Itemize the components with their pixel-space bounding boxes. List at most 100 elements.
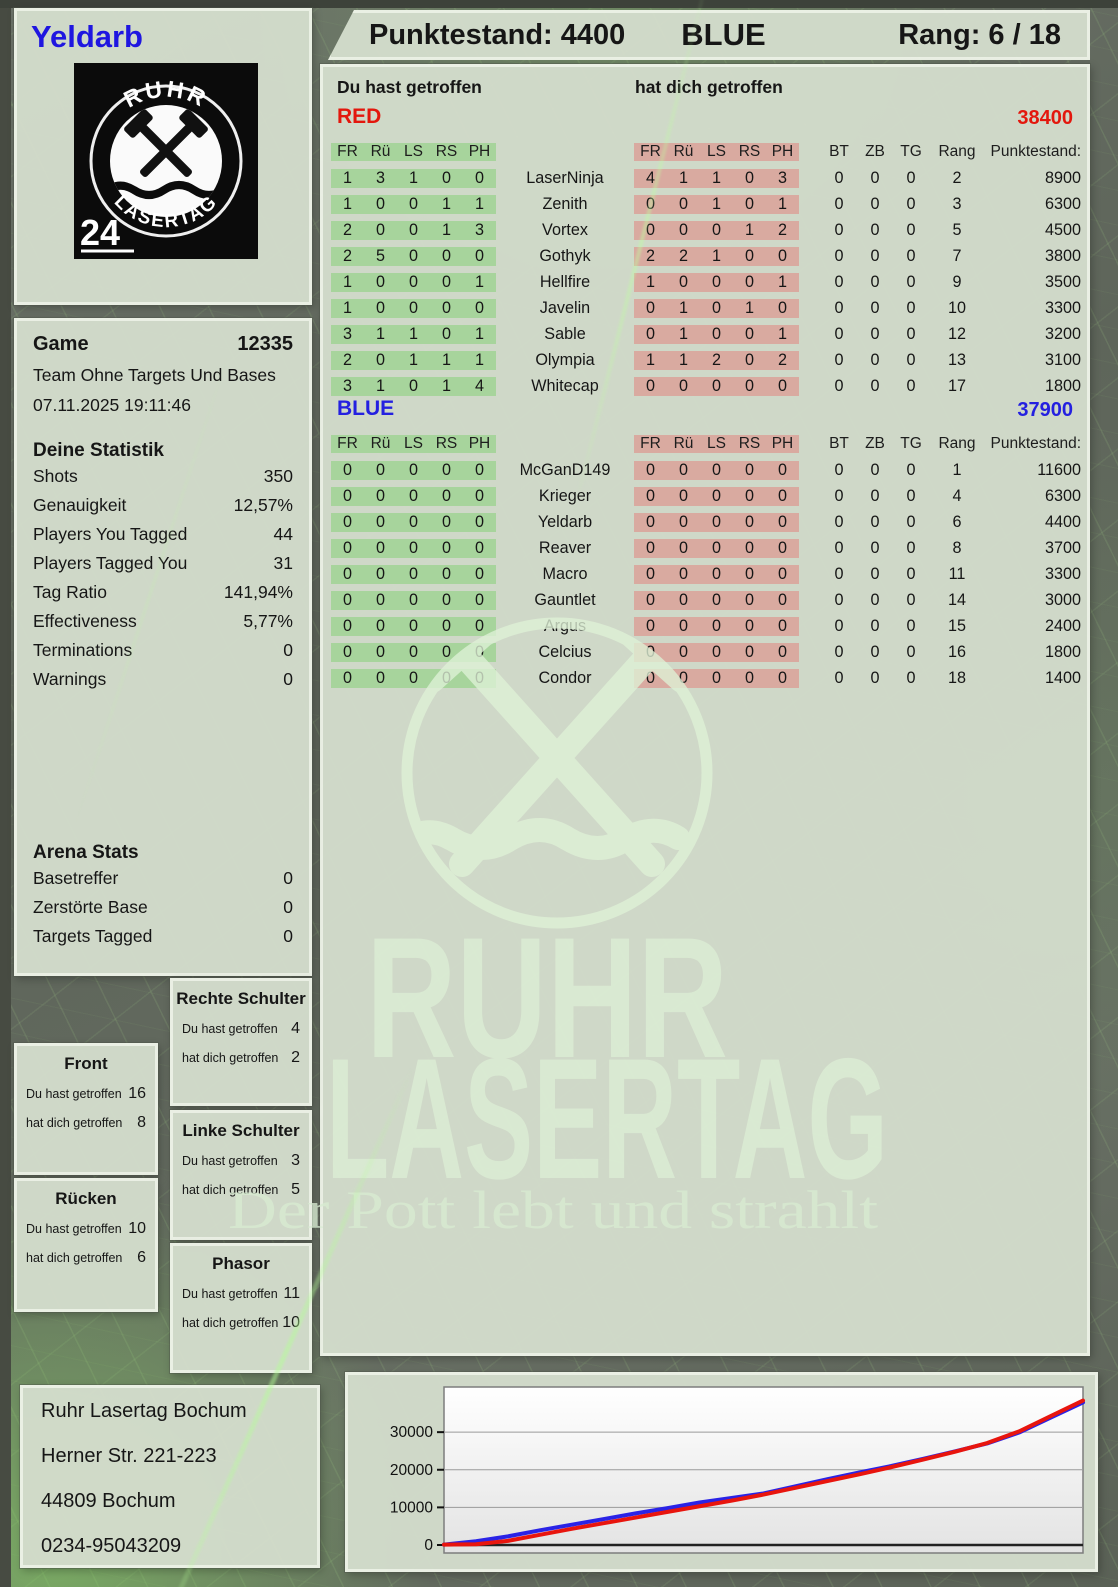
player-points-cell: 4400 (1044, 512, 1081, 531)
front-box: Front Du hast getroffen 16 hat dich getro… (14, 1043, 158, 1175)
blue-team-table: FR Rü LS RS PH FR Rü LS RS PH BT ZB TG R… (331, 431, 1085, 691)
red-team-total: 38400 (1017, 107, 1073, 129)
score-chart-panel: 0 10000 20000 30000 (345, 1372, 1098, 1572)
stat-row: Zerstörte Base 0 (33, 897, 293, 917)
venue-city: 44809 Bochum (41, 1490, 176, 1512)
stat-row: Players Tagged You 31 (33, 553, 293, 573)
player-name-cell: Reaver (538, 538, 592, 557)
stat-row: Tag Ratio 141,94% (33, 582, 293, 602)
your-stats-list: Shots 350 Genauigkeit 12,57% Players You… (33, 462, 293, 694)
stat-row: Shots 350 (33, 466, 293, 486)
team-label: BLUE (681, 17, 766, 52)
player-panel: Yeldarb (14, 8, 312, 305)
player-points-cell: 3800 (1044, 246, 1081, 265)
player-points-cell: 3300 (1044, 298, 1081, 317)
hit-you-column-label: hat dich getroffen (635, 77, 783, 97)
player-name-cell: Zenith (542, 194, 588, 213)
header-bar: Punktestand: 4400 BLUE Rang: 6 / 18 (328, 10, 1090, 60)
ruhr-lasertag-logo-icon: RUHR LASERTAG 24 (74, 63, 258, 259)
player-points-cell: 3200 (1044, 324, 1081, 343)
left-edge-strip (0, 0, 11, 1587)
player-name-cell: McGanD149 (519, 460, 611, 479)
player-name-cell: Javelin (539, 298, 591, 317)
arena-stats-list: Basetreffer 0 Zerstörte Base 0 Targets T… (33, 864, 293, 951)
svg-text:10000: 10000 (390, 1499, 433, 1516)
player-name-cell: Argus (543, 616, 587, 635)
arena-stats-title: Arena Stats (33, 842, 139, 863)
player-name: Yeldarb (31, 19, 143, 54)
red-table-header-row: FR Rü LS RS PH FR Rü LS RS PH BT ZB TG R… (331, 139, 1085, 165)
player-points-cell: 3300 (1044, 564, 1081, 583)
stat-row: Effectiveness 5,77% (33, 611, 293, 631)
player-name-cell: Vortex (542, 220, 588, 239)
left-shoulder-box: Linke Schulter Du hast getroffen 3 hat di… (170, 1110, 312, 1240)
game-id-row: Game 12335 (33, 333, 293, 356)
stat-row: Warnings 0 (33, 669, 293, 689)
player-name-cell: Olympia (535, 350, 595, 369)
stat-row: Genauigkeit 12,57% (33, 495, 293, 515)
venue-street: Herner Str. 221-223 (41, 1445, 217, 1467)
game-datetime: 07.11.2025 19:11:46 (33, 395, 191, 415)
stat-row: Players You Tagged 44 (33, 524, 293, 544)
stat-row: Targets Tagged 0 (33, 926, 293, 946)
player-name-cell: Gauntlet (534, 590, 596, 609)
player-points-cell: 11600 (1037, 460, 1081, 479)
venue-name: Ruhr Lasertag Bochum (41, 1400, 247, 1422)
right-shoulder-box: Rechte Schulter Du hast getroffen 4 hat d… (170, 978, 312, 1106)
top-edge-strip (0, 0, 1118, 8)
player-points-cell: 4500 (1044, 220, 1081, 239)
svg-text:0: 0 (424, 1537, 433, 1554)
player-name-cell: Whitecap (531, 376, 599, 395)
phasor-box: Phasor Du hast getroffen 11 hat dich getr… (170, 1243, 312, 1373)
svg-text:20000: 20000 (390, 1462, 433, 1479)
red-team-label: RED (337, 105, 382, 128)
player-points-cell: 6300 (1044, 194, 1081, 213)
player-name-cell: Hellfire (539, 272, 591, 291)
game-mode: Team Ohne Targets Und Bases (33, 365, 276, 385)
player-name-cell: Sable (544, 324, 586, 343)
player-points-cell: 3100 (1044, 350, 1081, 369)
blue-table-header-row: FR Rü LS RS PH FR Rü LS RS PH BT ZB TG R… (331, 431, 1085, 457)
player-name-cell: Condor (538, 668, 592, 687)
player-name-cell: Krieger (538, 486, 592, 505)
blue-team-label: BLUE (337, 397, 395, 420)
address-panel: Ruhr Lasertag Bochum Herner Str. 221-223… (20, 1385, 320, 1568)
red-team-table: FR Rü LS RS PH FR Rü LS RS PH BT ZB TG R… (331, 139, 1085, 399)
logo-badge-24: 24 (80, 212, 120, 253)
player-points-cell: 1800 (1044, 642, 1081, 661)
you-hit-column-label: Du hast getroffen (337, 77, 482, 97)
stat-row: Basetreffer 0 (33, 868, 293, 888)
player-points-cell: 1800 (1044, 376, 1081, 395)
venue-phone: 0234-95043209 (41, 1535, 182, 1557)
stat-row: Terminations 0 (33, 640, 293, 660)
stats-panel: Game 12335 Team Ohne Targets Und Bases 0… (14, 318, 312, 976)
score-over-time-chart: 0 10000 20000 30000 (390, 1386, 1085, 1554)
your-stats-title: Deine Statistik (33, 440, 164, 461)
points-label: Punktestand: 4400 (369, 18, 626, 51)
player-points-cell: 2400 (1044, 616, 1081, 635)
svg-text:30000: 30000 (390, 1424, 433, 1441)
player-points-cell: 3700 (1044, 538, 1081, 557)
player-name-cell: Macro (542, 564, 588, 583)
player-points-cell: 8900 (1044, 168, 1081, 187)
blue-team-total: 37900 (1017, 399, 1073, 421)
